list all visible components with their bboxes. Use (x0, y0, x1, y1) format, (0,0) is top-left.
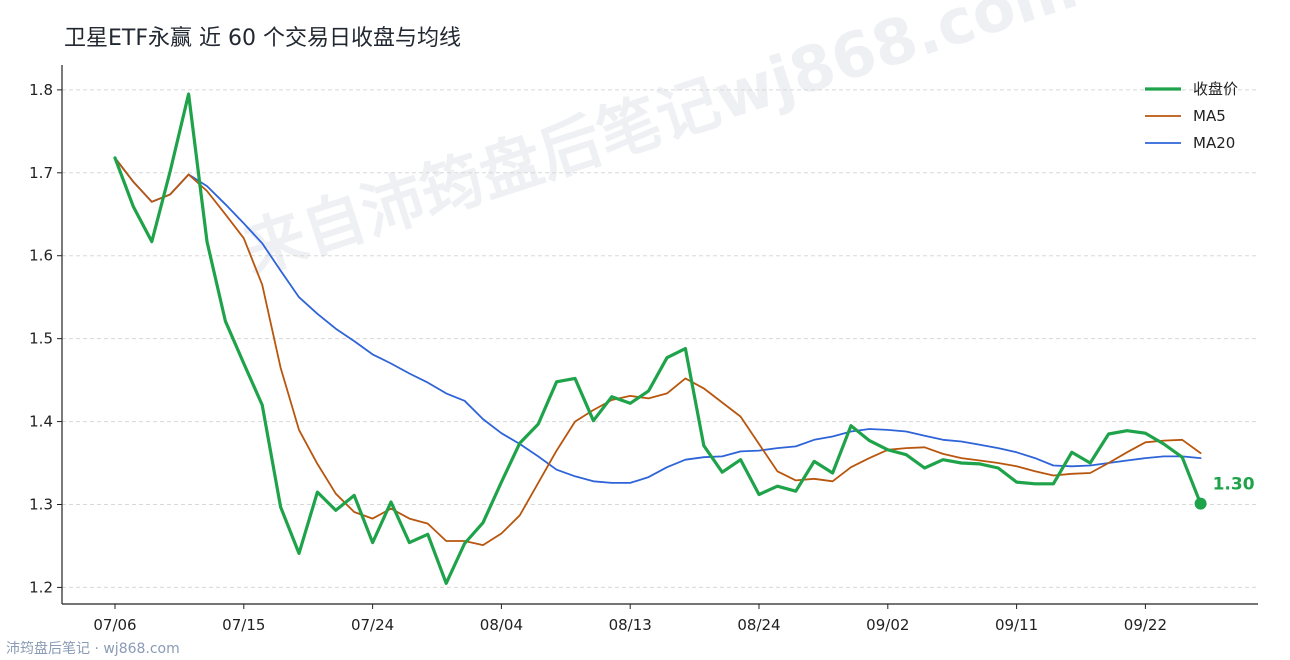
y-tick-label: 1.2 (29, 578, 53, 596)
legend-label-ma5: MA5 (1193, 107, 1226, 125)
grid-lines (62, 89, 1258, 588)
legend-label-ma20: MA20 (1193, 134, 1235, 152)
y-tick-label: 1.6 (29, 247, 53, 265)
x-tick-label: 07/06 (93, 616, 136, 634)
y-tick-label: 1.7 (29, 164, 53, 182)
x-tick-label: 07/15 (222, 616, 265, 634)
chart-title: 卫星ETF永赢 近 60 个交易日收盘与均线 (64, 26, 461, 51)
x-tick-label: 09/11 (995, 616, 1038, 634)
y-tick-label: 1.5 (29, 330, 53, 348)
last-close-point (1194, 497, 1207, 510)
x-tick-label: 09/22 (1124, 616, 1167, 634)
legend: 收盘价 MA5 MA20 (1145, 80, 1238, 152)
series-line-ma5 (114, 156, 1202, 546)
x-tick-label: 08/04 (480, 616, 523, 634)
axes: 1.2 1.3 1.4 1.5 1.6 1.7 1.8 07/06 07/15 07/24 08/0… (29, 65, 1258, 634)
x-tick-label: 07/24 (351, 616, 394, 634)
x-tick-label: 09/02 (866, 616, 909, 634)
y-tick-label: 1.4 (29, 413, 53, 431)
x-tick-label: 08/13 (609, 616, 652, 634)
footer-source: 沛筠盘后笔记 · wj868.com (6, 641, 180, 657)
y-tick-label: 1.3 (29, 495, 53, 513)
series-line-ma20 (114, 156, 1202, 484)
x-tick-label: 08/24 (737, 616, 780, 634)
series-line-close (113, 92, 1203, 585)
legend-label-close: 收盘价 (1193, 80, 1238, 98)
last-close-label: 1.30 (1213, 475, 1255, 495)
series-lines: 1.30 (113, 92, 1255, 585)
y-tick-label: 1.8 (29, 81, 53, 99)
